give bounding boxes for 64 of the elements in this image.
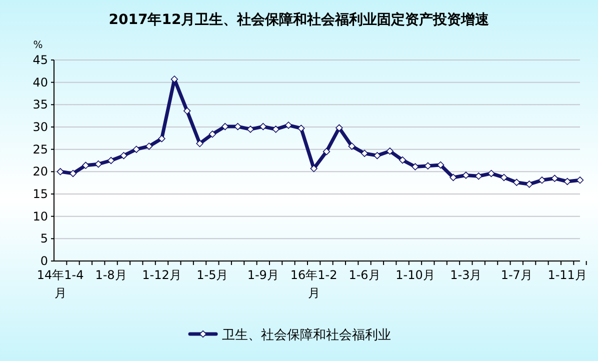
point bbox=[360, 150, 368, 157]
point bbox=[298, 124, 305, 132]
y-tick-label: 10 bbox=[32, 209, 48, 224]
point bbox=[260, 122, 267, 130]
y-tick-label: 40 bbox=[32, 75, 48, 90]
point bbox=[284, 122, 292, 129]
point bbox=[374, 152, 381, 160]
x-tick-label: 1-6月 bbox=[348, 268, 380, 282]
point bbox=[348, 142, 356, 150]
x-tick-label: 1-9月 bbox=[247, 268, 279, 282]
point bbox=[462, 172, 470, 179]
point bbox=[158, 135, 166, 142]
y-tick-label: 30 bbox=[32, 120, 48, 134]
point bbox=[564, 178, 571, 186]
x-tick-label: 1-12月 bbox=[142, 268, 182, 282]
point bbox=[246, 126, 254, 133]
point bbox=[82, 162, 90, 170]
y-axis-title: % bbox=[33, 40, 43, 51]
point bbox=[120, 152, 128, 160]
point bbox=[145, 142, 153, 150]
point bbox=[398, 156, 406, 164]
point bbox=[551, 174, 558, 182]
point bbox=[488, 170, 495, 178]
point bbox=[450, 174, 457, 182]
point bbox=[234, 122, 242, 130]
point bbox=[183, 107, 191, 115]
x-tick-label: 1-3月 bbox=[450, 268, 482, 282]
point bbox=[513, 178, 520, 186]
point bbox=[69, 170, 77, 178]
point bbox=[576, 176, 584, 184]
x-tick-label: 1-8月 bbox=[95, 268, 127, 282]
point bbox=[538, 176, 546, 184]
point bbox=[170, 76, 178, 83]
point bbox=[272, 126, 280, 133]
point bbox=[107, 156, 115, 164]
chart-title: 2017年12月卫生、社会保障和社会福利业固定资产投资增速 bbox=[108, 11, 490, 28]
point bbox=[132, 146, 140, 153]
y-tick-label: 35 bbox=[32, 98, 48, 112]
point bbox=[424, 162, 432, 170]
point bbox=[222, 122, 229, 130]
y-tick-label: 25 bbox=[32, 142, 48, 156]
x-tick-label: 1-11月 bbox=[548, 268, 587, 282]
x-tick-label: 1-7月 bbox=[500, 268, 532, 282]
y-tick-label: 15 bbox=[32, 187, 48, 201]
x-tick-label: 14年1-4月 bbox=[36, 268, 84, 300]
point bbox=[526, 180, 533, 188]
point bbox=[475, 172, 482, 180]
x-tick-label: 1-5月 bbox=[196, 268, 228, 282]
point bbox=[500, 174, 508, 182]
legend-label: 卫生、社会保障和社会福利业 bbox=[222, 328, 391, 343]
x-tick-label: 16年1-2月 bbox=[290, 268, 338, 300]
point bbox=[412, 163, 419, 170]
point bbox=[208, 130, 216, 138]
point bbox=[56, 168, 64, 176]
x-tick-label: 1-10月 bbox=[396, 268, 435, 282]
y-tick-label: 20 bbox=[32, 164, 48, 179]
y-tick-label: 0 bbox=[40, 254, 48, 268]
point bbox=[386, 148, 394, 155]
y-tick-label: 5 bbox=[40, 232, 48, 246]
point bbox=[196, 140, 204, 148]
y-tick-label: 45 bbox=[32, 53, 48, 67]
point bbox=[322, 148, 330, 156]
point bbox=[94, 160, 102, 168]
point bbox=[336, 124, 343, 132]
